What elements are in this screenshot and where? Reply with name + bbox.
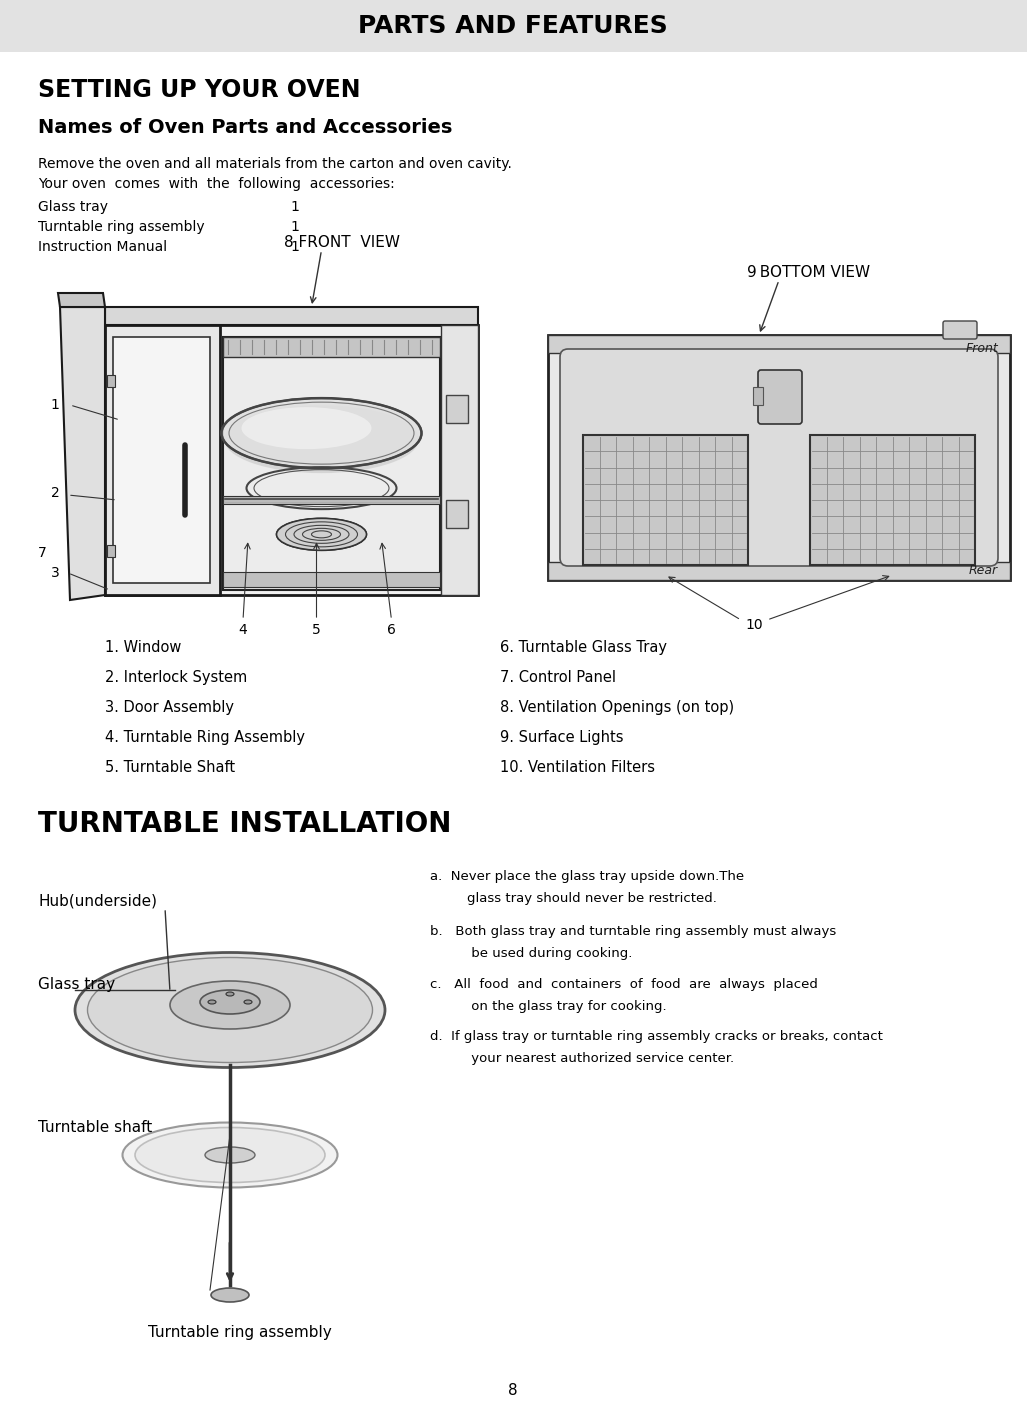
Text: Hub(underside): Hub(underside) [38, 893, 157, 908]
Ellipse shape [224, 406, 419, 473]
Bar [223, 336, 440, 590]
Bar [753, 387, 763, 404]
Bar [105, 307, 478, 325]
Text: d.  If glass tray or turntable ring assembly cracks or breaks, contact: d. If glass tray or turntable ring assem… [430, 1030, 883, 1043]
Text: 9 BOTTOM VIEW: 9 BOTTOM VIEW [748, 265, 871, 280]
Text: Instruction Manual: Instruction Manual [38, 240, 167, 254]
Bar [105, 325, 220, 595]
Polygon shape [58, 292, 105, 307]
Text: 8 FRONT  VIEW: 8 FRONT VIEW [283, 236, 400, 250]
Text: Front: Front [965, 342, 998, 356]
Text: 5. Turntable Shaft: 5. Turntable Shaft [105, 761, 235, 775]
Bar [446, 394, 468, 423]
Text: 10. Ventilation Filters: 10. Ventilation Filters [500, 761, 655, 775]
Text: Names of Oven Parts and Accessories: Names of Oven Parts and Accessories [38, 118, 452, 138]
Text: 4: 4 [238, 623, 248, 637]
Ellipse shape [135, 1128, 325, 1182]
FancyBboxPatch shape [560, 349, 998, 566]
Text: 3. Door Assembly: 3. Door Assembly [105, 700, 234, 715]
Text: on the glass tray for cooking.: on the glass tray for cooking. [450, 1000, 667, 1013]
Bar [107, 545, 115, 558]
Text: Turntable ring assembly: Turntable ring assembly [148, 1325, 332, 1340]
Text: Turntable shaft: Turntable shaft [38, 1121, 152, 1135]
Ellipse shape [75, 952, 385, 1067]
Text: your nearest authorized service center.: your nearest authorized service center. [450, 1051, 734, 1066]
Ellipse shape [226, 992, 234, 996]
Bar [441, 325, 478, 595]
Text: Rear: Rear [968, 563, 998, 576]
Ellipse shape [208, 1000, 216, 1005]
Text: be used during cooking.: be used during cooking. [450, 946, 633, 961]
Text: 1: 1 [290, 200, 299, 214]
Text: Turntable ring assembly: Turntable ring assembly [38, 220, 204, 234]
Ellipse shape [222, 399, 421, 468]
Ellipse shape [244, 1000, 252, 1005]
Ellipse shape [241, 407, 372, 450]
FancyBboxPatch shape [943, 321, 977, 339]
Text: 8: 8 [508, 1384, 518, 1398]
Text: 7: 7 [38, 546, 46, 561]
Text: 5: 5 [312, 623, 320, 637]
Text: 7. Control Panel: 7. Control Panel [500, 670, 616, 685]
Text: Your oven  comes  with  the  following  accessories:: Your oven comes with the following acces… [38, 177, 394, 192]
Bar [0, 0, 1027, 53]
Text: 10: 10 [746, 619, 763, 631]
Polygon shape [60, 307, 105, 600]
Text: 4. Turntable Ring Assembly: 4. Turntable Ring Assembly [105, 729, 305, 745]
Text: 1. Window: 1. Window [105, 640, 182, 656]
Text: 6. Turntable Glass Tray: 6. Turntable Glass Tray [500, 640, 667, 656]
Text: a.  Never place the glass tray upside down.The: a. Never place the glass tray upside dow… [430, 870, 745, 883]
Text: PARTS AND FEATURES: PARTS AND FEATURES [358, 14, 668, 38]
Text: Remove the oven and all materials from the carton and oven cavity.: Remove the oven and all materials from t… [38, 158, 511, 172]
Text: 9. Surface Lights: 9. Surface Lights [500, 729, 623, 745]
FancyBboxPatch shape [758, 370, 802, 424]
Text: 2: 2 [50, 485, 60, 499]
Bar [810, 436, 975, 565]
Ellipse shape [211, 1288, 249, 1303]
Text: 3: 3 [50, 566, 60, 580]
Ellipse shape [205, 1147, 255, 1164]
Bar [223, 572, 440, 587]
Bar [107, 375, 115, 387]
Text: 2. Interlock System: 2. Interlock System [105, 670, 248, 685]
Text: Glass tray: Glass tray [38, 978, 115, 992]
Ellipse shape [87, 958, 373, 1063]
Text: 8. Ventilation Openings (on top): 8. Ventilation Openings (on top) [500, 700, 734, 715]
Bar [113, 336, 210, 583]
Text: glass tray should never be restricted.: glass tray should never be restricted. [450, 893, 717, 905]
Text: 1: 1 [290, 220, 299, 234]
Bar [548, 335, 1010, 353]
Bar [105, 325, 478, 595]
Ellipse shape [276, 518, 367, 551]
Text: c.   All  food  and  containers  of  food  are  always  placed: c. All food and containers of food are a… [430, 978, 817, 990]
Text: 6: 6 [387, 623, 396, 637]
Text: SETTING UP YOUR OVEN: SETTING UP YOUR OVEN [38, 78, 360, 102]
Ellipse shape [170, 981, 290, 1029]
Text: b.   Both glass tray and turntable ring assembly must always: b. Both glass tray and turntable ring as… [430, 925, 836, 938]
Bar [446, 499, 468, 528]
Bar [548, 562, 1010, 580]
Ellipse shape [122, 1122, 338, 1188]
Text: 1: 1 [50, 397, 60, 412]
Text: 1: 1 [290, 240, 299, 254]
Ellipse shape [200, 990, 260, 1015]
Bar [223, 497, 440, 504]
Text: TURNTABLE INSTALLATION: TURNTABLE INSTALLATION [38, 810, 452, 839]
Text: Glass tray: Glass tray [38, 200, 108, 214]
Bar [583, 436, 748, 565]
Bar [223, 336, 440, 358]
Bar [548, 335, 1010, 580]
